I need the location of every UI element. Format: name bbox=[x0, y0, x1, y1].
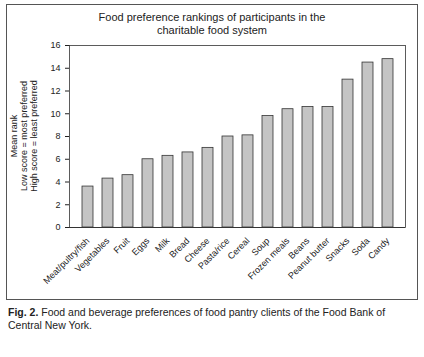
svg-text:High score = least preferred: High score = least preferred bbox=[29, 80, 39, 191]
svg-text:Cheese: Cheese bbox=[182, 235, 212, 265]
svg-text:Snacks: Snacks bbox=[324, 235, 352, 263]
svg-text:Eggs: Eggs bbox=[130, 235, 152, 257]
svg-text:Soup: Soup bbox=[249, 235, 272, 258]
svg-text:0: 0 bbox=[55, 222, 60, 232]
svg-text:2: 2 bbox=[55, 200, 60, 210]
svg-text:Meat/pultry/fish: Meat/pultry/fish bbox=[41, 235, 92, 286]
svg-text:Peanut butter: Peanut butter bbox=[286, 235, 332, 281]
html-text:Food preference rankings of pa: Food preference rankings of participants… bbox=[98, 11, 326, 36]
svg-text:Cereal: Cereal bbox=[226, 236, 252, 262]
svg-text:Low score = most preferred: Low score = most preferred bbox=[19, 81, 29, 191]
svg-text:Fruit: Fruit bbox=[112, 235, 132, 255]
svg-text:Vegetables: Vegetables bbox=[73, 235, 112, 274]
svg-text:Pasta/rice: Pasta/rice bbox=[196, 235, 232, 272]
html-text:Fig. 2. Food and beverage pref: Fig. 2. Food and beverage preferences of… bbox=[8, 306, 386, 331]
svg-text:Candy: Candy bbox=[366, 235, 392, 261]
svg-text:Bread: Bread bbox=[167, 235, 192, 260]
svg-text:8: 8 bbox=[55, 131, 60, 141]
svg-text:Mean rank: Mean rank bbox=[9, 114, 19, 157]
svg-text:Milk: Milk bbox=[153, 235, 172, 255]
svg-text:12: 12 bbox=[50, 86, 60, 96]
svg-text:Frozen meals: Frozen meals bbox=[246, 235, 292, 281]
svg-text:14: 14 bbox=[50, 63, 60, 73]
svg-text:Beans: Beans bbox=[286, 235, 312, 261]
svg-text:4: 4 bbox=[55, 177, 60, 187]
svg-text:16: 16 bbox=[50, 40, 60, 50]
svg-text:10: 10 bbox=[50, 109, 60, 119]
svg-text:6: 6 bbox=[55, 154, 60, 164]
svg-text:Soda: Soda bbox=[349, 235, 372, 258]
